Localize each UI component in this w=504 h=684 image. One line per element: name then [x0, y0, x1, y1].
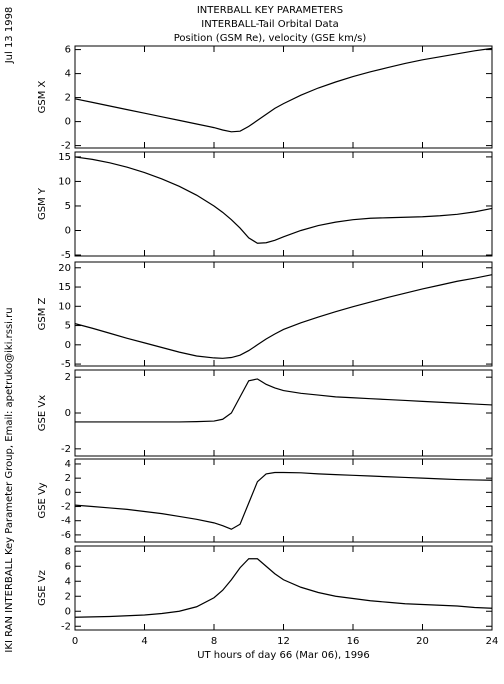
plot-frame — [74, 458, 493, 543]
y-tick-label: 6 — [65, 561, 71, 572]
y-tick-label: -4 — [61, 516, 71, 527]
y-axis-label: GSM X — [37, 80, 48, 113]
data-line — [74, 471, 493, 530]
plot-frame — [74, 369, 493, 457]
y-tick-label: -5 — [61, 359, 71, 370]
page-subtitle: INTERBALL-Tail Orbital Data — [201, 19, 338, 30]
y-axis-label: GSM Y — [37, 187, 48, 220]
data-line — [74, 274, 493, 359]
y-tick-label: 0 — [65, 408, 71, 419]
page-description: Position (GSM Re), velocity (GSE km/s) — [174, 33, 367, 44]
y-tick-label: 5 — [65, 201, 71, 212]
x-tick-label: 0 — [72, 636, 78, 647]
y-tick-label: 0 — [65, 225, 71, 236]
y-tick-label: 2 — [65, 591, 71, 602]
y-tick-label: 4 — [65, 69, 71, 80]
x-tick-label: 24 — [486, 636, 499, 647]
y-tick-label: 15 — [58, 152, 71, 163]
data-line — [74, 558, 493, 618]
x-tick-label: 8 — [211, 636, 217, 647]
y-tick-label: 2 — [65, 372, 71, 383]
y-tick-label: 0 — [65, 117, 71, 128]
data-line — [74, 47, 493, 133]
y-tick-label: 4 — [65, 576, 71, 587]
y-tick-label: 10 — [58, 176, 71, 187]
y-tick-label: 2 — [65, 93, 71, 104]
y-axis-label: GSE Vz — [37, 570, 48, 606]
x-tick-label: 16 — [347, 636, 360, 647]
plot-frame — [74, 545, 493, 631]
page-title: INTERBALL KEY PARAMETERS — [197, 5, 343, 16]
y-tick-label: -2 — [61, 621, 71, 632]
y-axis-label: GSM Z — [37, 297, 48, 330]
y-tick-label: -5 — [61, 250, 71, 261]
y-axis-label: GSE Vx — [37, 395, 48, 431]
y-tick-label: 4 — [65, 459, 71, 470]
y-tick-label: -2 — [61, 141, 71, 152]
plot-frame — [74, 261, 493, 367]
y-tick-label: 6 — [65, 45, 71, 56]
y-tick-label: -2 — [61, 502, 71, 513]
y-tick-label: 8 — [65, 546, 71, 557]
y-tick-label: 2 — [65, 473, 71, 484]
data-line — [75, 378, 493, 423]
y-tick-label: 15 — [58, 282, 71, 293]
plot-frame — [74, 45, 493, 149]
data-line — [74, 156, 493, 244]
x-axis-label: UT hours of day 66 (Mar 06), 1996 — [197, 650, 370, 661]
y-tick-label: -2 — [61, 444, 71, 455]
x-tick-label: 4 — [141, 636, 147, 647]
credit-note: IKI RAN INTERBALL Key Parameter Group, E… — [4, 307, 15, 652]
plot-frame — [74, 151, 493, 257]
y-tick-label: -6 — [61, 530, 71, 541]
x-tick-label: 12 — [277, 636, 290, 647]
y-tick-label: 20 — [58, 263, 71, 274]
y-tick-label: 0 — [65, 487, 71, 498]
y-tick-label: 10 — [58, 301, 71, 312]
x-tick-label: 20 — [416, 636, 429, 647]
date-note: Jul 13 1998 — [4, 7, 15, 65]
y-tick-label: 0 — [65, 606, 71, 617]
y-tick-label: 5 — [65, 321, 71, 332]
y-tick-label: 0 — [65, 340, 71, 351]
y-axis-label: GSE Vy — [37, 482, 48, 518]
